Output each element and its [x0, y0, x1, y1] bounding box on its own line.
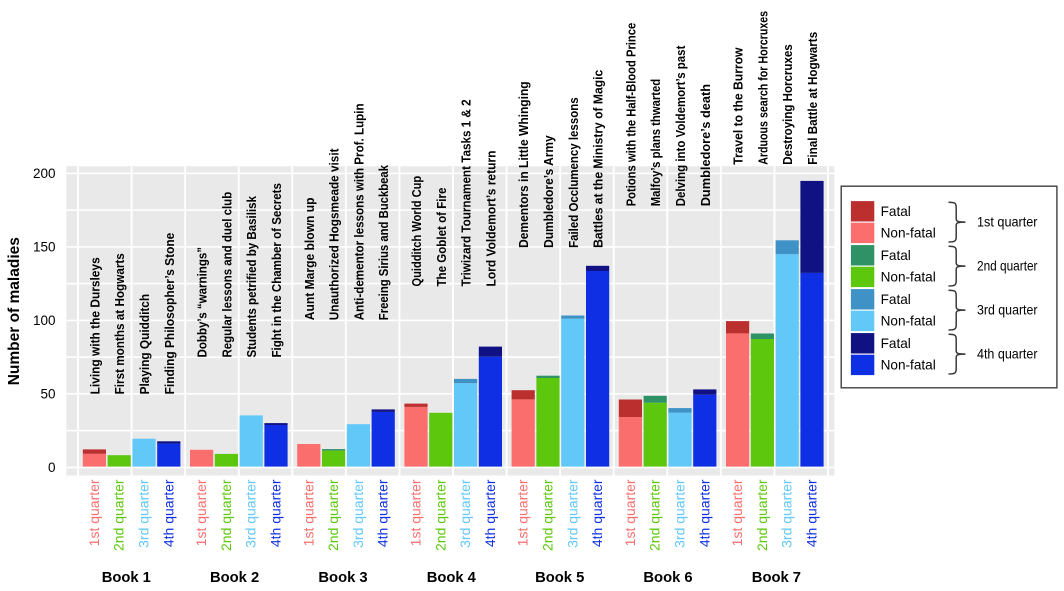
- svg-text:Book 7: Book 7: [752, 570, 801, 586]
- svg-text:Quidditch World Cup: Quidditch World Cup: [410, 176, 424, 287]
- svg-text:Triwizard Tournament Tasks 1 &: Triwizard Tournament Tasks 1 & 2: [460, 99, 474, 286]
- svg-text:1st quarter: 1st quarter: [515, 479, 531, 546]
- svg-text:Non-fatal: Non-fatal: [881, 225, 936, 240]
- svg-text:Number of maladies: Number of maladies: [6, 237, 23, 385]
- svg-text:3rd quarter: 3rd quarter: [977, 303, 1038, 318]
- svg-text:Destroying Horcruxes: Destroying Horcruxes: [781, 44, 795, 165]
- svg-text:1st quarter: 1st quarter: [300, 479, 316, 546]
- svg-text:Final Battle at Hogwarts: Final Battle at Hogwarts: [806, 32, 820, 165]
- svg-text:Finding Philosopher’s Stone: Finding Philosopher’s Stone: [163, 233, 177, 395]
- svg-text:Arduous search for Horcruxes: Arduous search for Horcruxes: [756, 11, 770, 165]
- svg-text:Dementors in Little Whinging: Dementors in Little Whinging: [517, 81, 531, 248]
- svg-text:4th quarter: 4th quarter: [482, 479, 498, 547]
- svg-text:3rd quarter: 3rd quarter: [243, 479, 259, 548]
- svg-text:Delving into Voldemort’s past: Delving into Voldemort’s past: [674, 45, 688, 206]
- svg-text:Book 1: Book 1: [102, 570, 151, 586]
- svg-text:Fatal: Fatal: [881, 336, 911, 351]
- svg-text:Non-fatal: Non-fatal: [881, 357, 936, 372]
- svg-text:The Goblet of Fire: The Goblet of Fire: [435, 188, 449, 287]
- svg-text:1st quarter: 1st quarter: [86, 479, 102, 546]
- svg-text:3rd quarter: 3rd quarter: [564, 479, 580, 548]
- svg-text:150: 150: [33, 239, 56, 254]
- svg-text:2nd quarter: 2nd quarter: [977, 259, 1038, 274]
- svg-text:4th quarter: 4th quarter: [268, 479, 284, 547]
- svg-text:Non-fatal: Non-fatal: [881, 269, 936, 284]
- svg-text:4th quarter: 4th quarter: [804, 479, 820, 547]
- svg-text:1st quarter: 1st quarter: [977, 215, 1038, 230]
- svg-text:4th quarter: 4th quarter: [589, 479, 605, 547]
- svg-text:Potions with the Half-Blood Pr: Potions with the Half-Blood Prince: [624, 23, 638, 207]
- svg-text:Book 5: Book 5: [535, 570, 584, 586]
- svg-text:0: 0: [48, 460, 56, 475]
- svg-text:Dumbledore’s Army: Dumbledore’s Army: [542, 135, 556, 248]
- svg-text:Book 6: Book 6: [643, 570, 692, 586]
- svg-text:4th quarter: 4th quarter: [375, 479, 391, 547]
- svg-text:Fight in the Chamber of Secret: Fight in the Chamber of Secrets: [270, 183, 284, 357]
- svg-text:2nd quarter: 2nd quarter: [754, 479, 770, 551]
- svg-text:1st quarter: 1st quarter: [622, 479, 638, 546]
- svg-text:Fatal: Fatal: [881, 248, 911, 263]
- svg-text:Regular lessons and duel club: Regular lessons and duel club: [220, 192, 234, 358]
- svg-text:Dobby’s “warnings”: Dobby’s “warnings”: [196, 247, 210, 358]
- svg-text:1st quarter: 1st quarter: [193, 479, 209, 546]
- svg-text:Book 4: Book 4: [427, 570, 477, 586]
- svg-text:3rd quarter: 3rd quarter: [136, 479, 152, 548]
- svg-text:Aunt Marge blown up: Aunt Marge blown up: [303, 197, 317, 320]
- svg-text:Failed Occlumency lessons: Failed Occlumency lessons: [567, 97, 581, 248]
- svg-text:1st quarter: 1st quarter: [729, 479, 745, 546]
- svg-text:200: 200: [33, 166, 56, 181]
- svg-text:2nd quarter: 2nd quarter: [432, 479, 448, 551]
- svg-text:Students petrified by Basilisk: Students petrified by Basilisk: [245, 195, 259, 357]
- svg-text:Book 2: Book 2: [210, 570, 259, 586]
- svg-text:Book 3: Book 3: [318, 570, 367, 586]
- svg-text:Battles at the Ministry of Mag: Battles at the Ministry of Magic: [592, 70, 606, 248]
- svg-text:Malfoy’s plans thwarted: Malfoy’s plans thwarted: [649, 79, 663, 207]
- svg-text:Fatal: Fatal: [881, 204, 911, 219]
- svg-text:100: 100: [33, 313, 56, 328]
- svg-text:Fatal: Fatal: [881, 292, 911, 307]
- svg-text:2nd quarter: 2nd quarter: [218, 479, 234, 551]
- svg-text:2nd quarter: 2nd quarter: [325, 479, 341, 551]
- svg-text:Non-fatal: Non-fatal: [881, 313, 936, 328]
- svg-text:2nd quarter: 2nd quarter: [111, 479, 127, 551]
- svg-text:3rd quarter: 3rd quarter: [779, 479, 795, 548]
- svg-text:50: 50: [40, 386, 55, 401]
- svg-text:Playing Quidditch: Playing Quidditch: [138, 294, 152, 395]
- svg-text:Unauthorized Hogsmeade visit: Unauthorized Hogsmeade visit: [328, 148, 342, 320]
- svg-text:4th quarter: 4th quarter: [160, 479, 176, 547]
- svg-text:3rd quarter: 3rd quarter: [672, 479, 688, 548]
- svg-text:Lord Voldemort’s return: Lord Voldemort’s return: [484, 151, 498, 287]
- svg-text:2nd quarter: 2nd quarter: [647, 479, 663, 551]
- svg-text:Dumbledore’s death: Dumbledore’s death: [699, 84, 713, 206]
- svg-text:4th quarter: 4th quarter: [696, 479, 712, 547]
- svg-text:Living with the Dursleys: Living with the Dursleys: [88, 257, 102, 394]
- svg-text:2nd quarter: 2nd quarter: [540, 479, 556, 551]
- svg-text:3rd quarter: 3rd quarter: [457, 479, 473, 548]
- svg-text:1st quarter: 1st quarter: [408, 479, 424, 546]
- svg-text:Freeing Sirius and Buckbeak: Freeing Sirius and Buckbeak: [377, 164, 391, 320]
- svg-text:4th quarter: 4th quarter: [977, 347, 1038, 362]
- svg-text:First months at Hogwarts: First months at Hogwarts: [113, 253, 127, 394]
- svg-text:Travel to the Burrow: Travel to the Burrow: [732, 47, 746, 164]
- svg-text:Anti-dementor lessons with Pro: Anti-dementor lessons with Prof. Lupin: [352, 103, 366, 320]
- svg-text:3rd quarter: 3rd quarter: [350, 479, 366, 548]
